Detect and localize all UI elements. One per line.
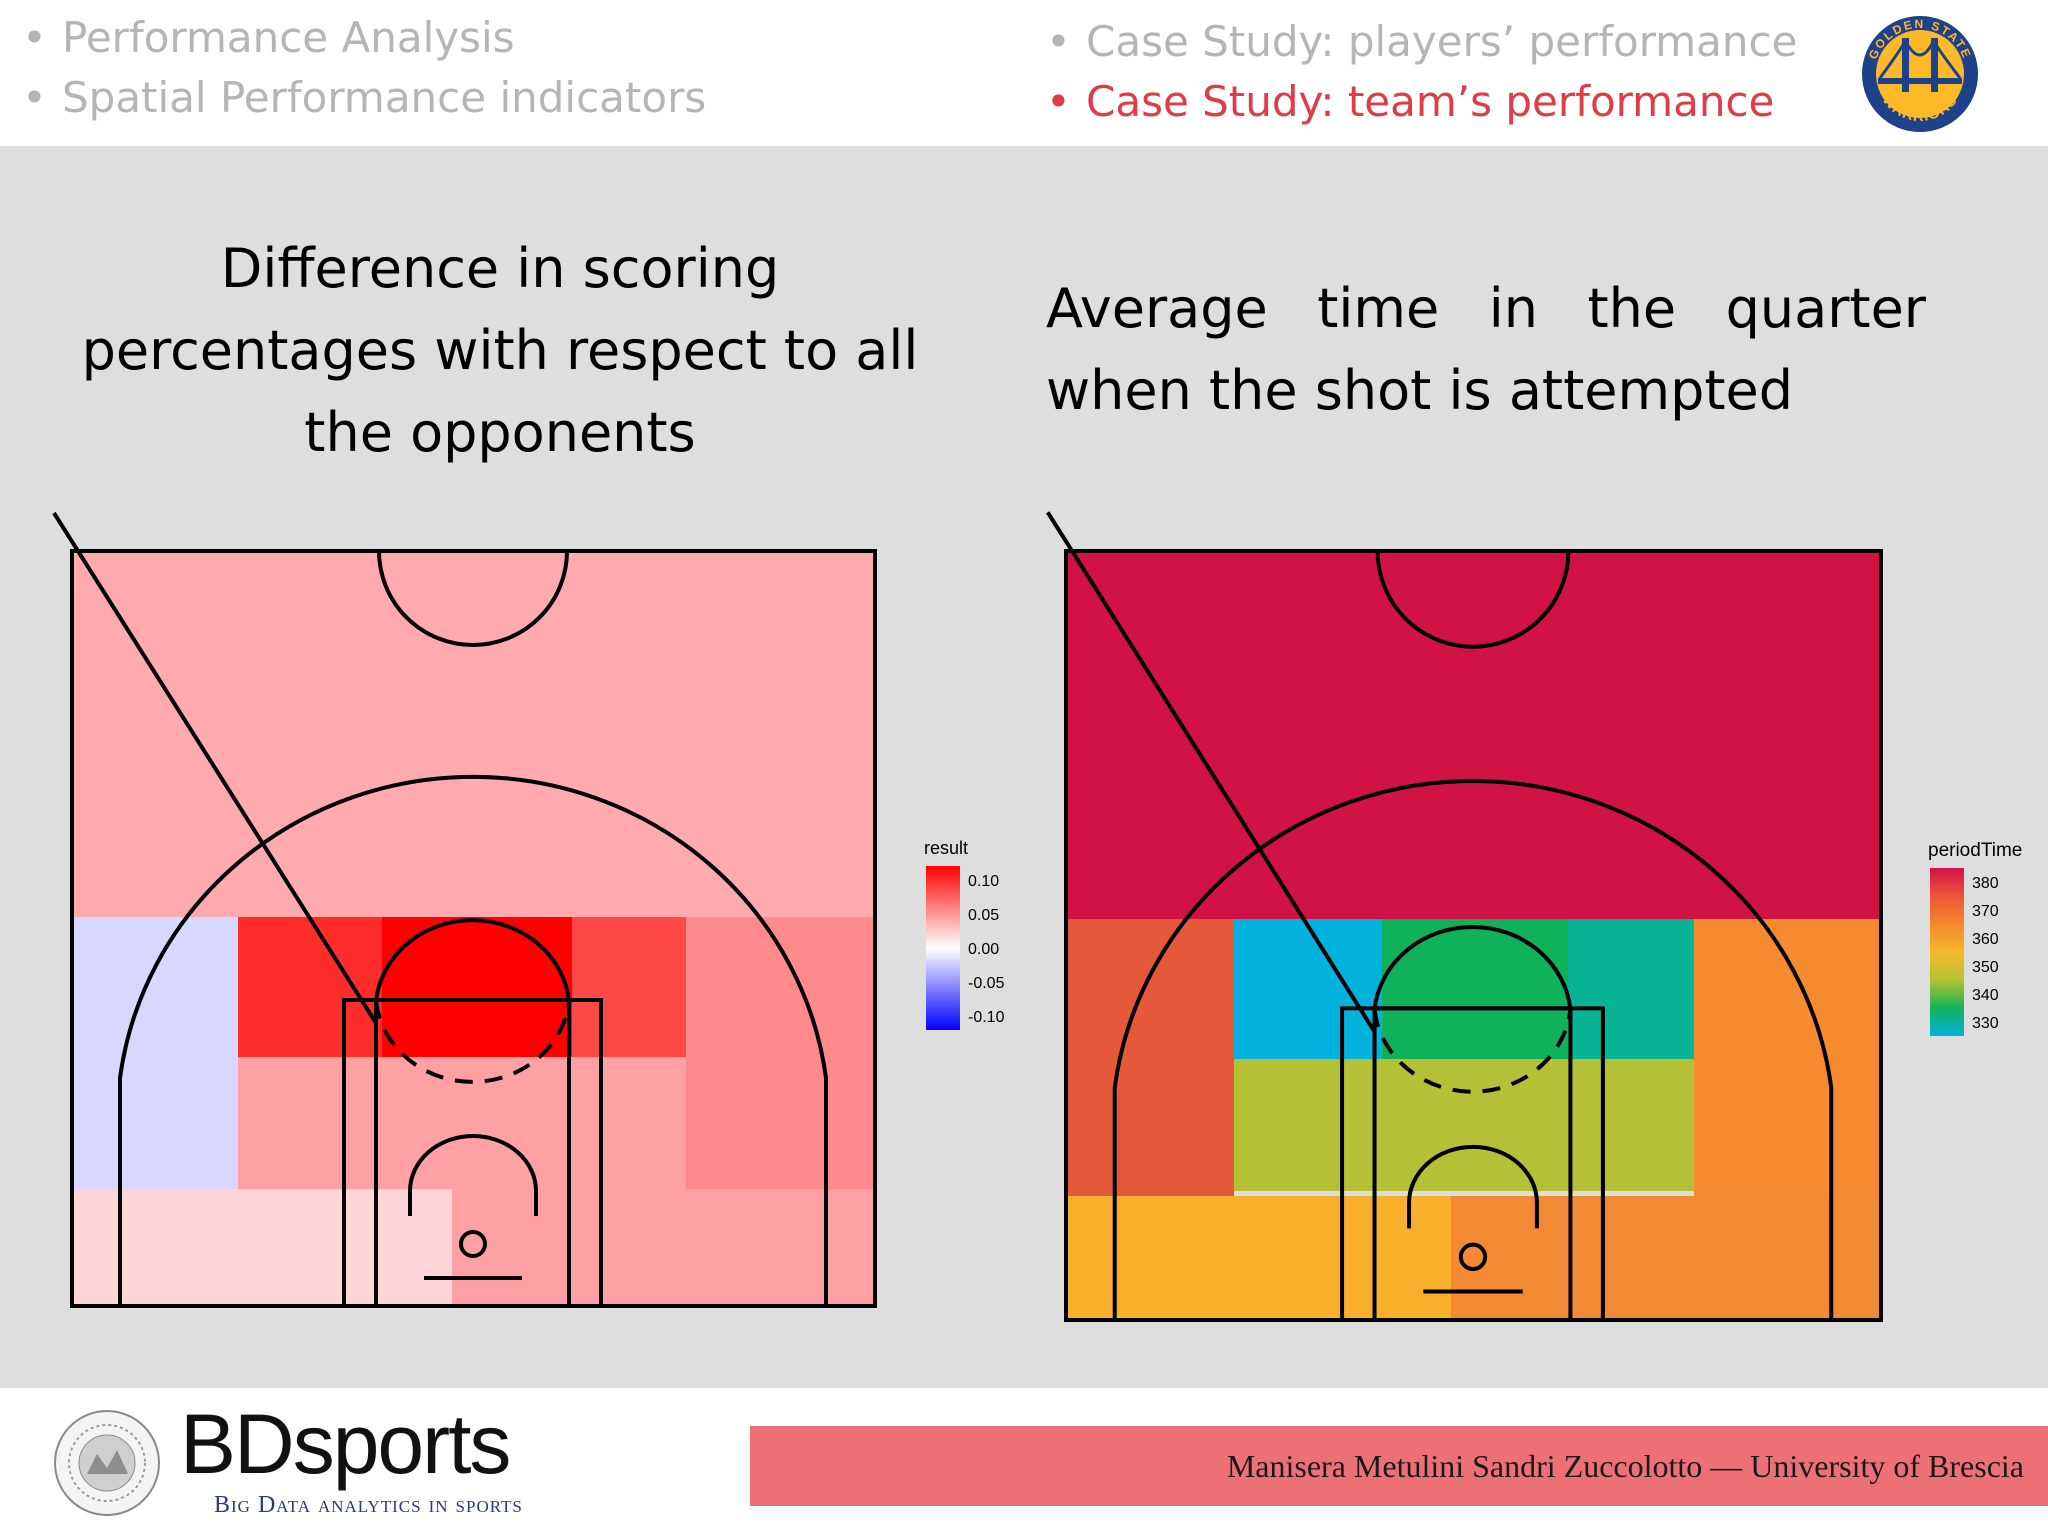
result-heatmap bbox=[52, 511, 877, 1308]
legend-tick-label: 0.00 bbox=[968, 941, 999, 958]
legend-tick-label: 330 bbox=[1972, 1015, 1999, 1032]
heatmap-zones bbox=[1066, 551, 1881, 1320]
zone-paint bbox=[238, 1057, 686, 1191]
zone-right-mid-range bbox=[1568, 919, 1694, 1059]
bdsports-tagline: Big Data analytics in sports bbox=[214, 1492, 523, 1518]
zone-restricted-area bbox=[1382, 919, 1568, 1059]
legend-color-bar bbox=[1930, 868, 1964, 1036]
legend-tick-label: 350 bbox=[1972, 959, 1999, 976]
legend-tick-label: -0.10 bbox=[968, 1009, 1005, 1026]
university-seal-logo bbox=[54, 1410, 160, 1516]
legend-tick-label: 380 bbox=[1972, 875, 1999, 892]
nav-item-label: Spatial Performance indicators bbox=[62, 73, 707, 122]
legend-tick-label: -0.05 bbox=[968, 975, 1005, 992]
zone-left-mid-range bbox=[1234, 919, 1382, 1059]
legend-tick-label: 360 bbox=[1972, 931, 1999, 948]
right-panel-title: Average time in the quarter when the sho… bbox=[1046, 277, 1926, 422]
annotation-pointer-line bbox=[1046, 511, 1377, 1033]
legend-color-bar bbox=[926, 866, 960, 1030]
nav-section-left: • Performance Analysis • Spatial Performan… bbox=[22, 8, 706, 128]
center-circle bbox=[377, 550, 569, 647]
zone-paint bbox=[1234, 1059, 1694, 1191]
nav-item-label: Performance Analysis bbox=[62, 13, 515, 62]
footer-credit: Manisera Metulini Sandri Zuccolotto — Un… bbox=[1226, 1448, 2024, 1484]
nav-section-right: • Case Study: players’ performance • Case … bbox=[1046, 12, 1797, 132]
nav-item-players-case-study[interactable]: • Case Study: players’ performance bbox=[1046, 17, 1798, 66]
zone-right-baseline bbox=[1451, 1196, 1881, 1320]
free-throw-circle-bottom bbox=[374, 1000, 571, 1084]
legend-title: periodTime bbox=[1928, 840, 2022, 861]
zone-right-mid-range bbox=[572, 917, 686, 1057]
zone-left-wing bbox=[1066, 919, 1234, 1196]
three-point-line bbox=[118, 774, 828, 1306]
center-circle bbox=[1375, 550, 1571, 649]
court-lines bbox=[52, 511, 877, 1308]
zone-restricted-area bbox=[382, 917, 572, 1057]
period-time-legend: periodTime 380 370 360 350 340 330 bbox=[1928, 840, 2022, 1036]
heatmap-zones bbox=[72, 551, 875, 1306]
restricted-area-arc bbox=[408, 1134, 538, 1216]
zone-left-mid-range bbox=[238, 917, 382, 1057]
legend-tick-label: 340 bbox=[1972, 987, 1999, 1004]
nav-item-performance-analysis[interactable]: • Performance Analysis bbox=[22, 13, 515, 62]
court-lines bbox=[1046, 511, 1883, 1322]
legend-title: result bbox=[924, 838, 968, 858]
warriors-logo: GOLDEN STATE WARRIORS bbox=[1862, 16, 1978, 132]
key-inner bbox=[374, 998, 571, 1308]
nav-item-label: Case Study: team’s performance bbox=[1086, 77, 1775, 126]
three-point-line bbox=[1112, 779, 1834, 1320]
period-time-heatmap bbox=[1046, 511, 1883, 1322]
free-throw-circle-bottom bbox=[1372, 1009, 1573, 1094]
zone-right-wing bbox=[1694, 919, 1881, 1196]
zone-right-wing-three bbox=[686, 917, 875, 1189]
zone-right-baseline bbox=[452, 1189, 875, 1306]
basket-rim bbox=[1458, 1242, 1488, 1272]
annotation-pointer-line bbox=[52, 511, 378, 1025]
nav-item-spatial-indicators[interactable]: • Spatial Performance indicators bbox=[22, 73, 707, 122]
restricted-area-arc bbox=[1407, 1144, 1539, 1229]
nav-item-label: Case Study: players’ performance bbox=[1086, 17, 1798, 66]
free-throw-circle-top bbox=[374, 918, 571, 1002]
zone-left-baseline bbox=[72, 1189, 452, 1306]
legend-tick-label: 370 bbox=[1972, 903, 1999, 920]
slide-body: Difference in scoring percentages with r… bbox=[0, 146, 2048, 1388]
zone-left-corner-three bbox=[72, 917, 238, 1189]
slide-header: • Performance Analysis • Spatial Performan… bbox=[0, 0, 2048, 146]
left-panel-title: Difference in scoring percentages with r… bbox=[81, 237, 919, 464]
nav-item-team-case-study[interactable]: • Case Study: team’s performance bbox=[1046, 77, 1775, 126]
slide-footer: BDsports Big Data analytics in sports Ma… bbox=[0, 1388, 2048, 1536]
key-inner bbox=[1372, 1006, 1573, 1322]
zone-backcourt-deep bbox=[1066, 551, 1881, 919]
footer-credit-bar: Manisera Metulini Sandri Zuccolotto — Un… bbox=[750, 1426, 2048, 1506]
legend-tick-label: 0.05 bbox=[968, 907, 999, 924]
legend-tick-label: 0.10 bbox=[968, 873, 999, 890]
basket-rim bbox=[459, 1230, 487, 1258]
zone-left-baseline bbox=[1066, 1196, 1451, 1320]
free-throw-circle-top bbox=[1372, 925, 1573, 1010]
zone-backcourt-deep bbox=[72, 551, 875, 917]
bdsports-logo: BDsports bbox=[180, 1397, 511, 1491]
